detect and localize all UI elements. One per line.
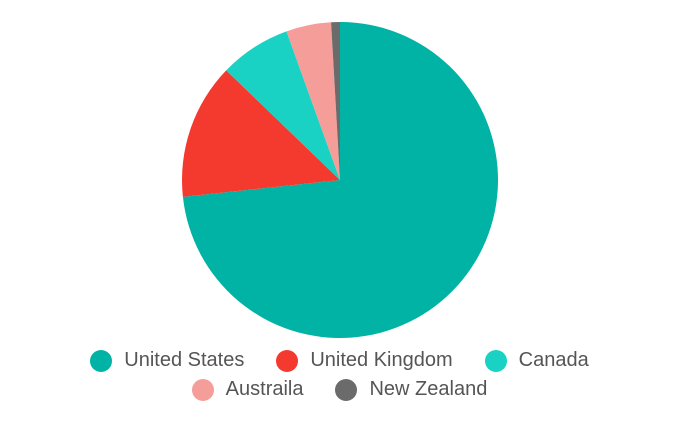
legend-item-united-states[interactable]: United States [90, 349, 244, 372]
pie-slice-united-kingdom[interactable] [181, 70, 340, 197]
legend-item-united-kingdom[interactable]: United Kingdom [276, 349, 453, 372]
pie-slice-canada[interactable] [226, 31, 340, 181]
pie-slice-new-zealand[interactable] [331, 21, 340, 180]
pie-slice-united-states[interactable] [182, 22, 499, 338]
legend-swatch-united-kingdom [276, 349, 299, 372]
legend-label-new-zealand: New Zealand [369, 378, 488, 400]
legend-label-austraila: Austraila [225, 378, 304, 400]
legend-swatch-canada [484, 349, 507, 372]
legend-swatch-austraila [191, 378, 214, 401]
legend-row-2: Austraila New Zealand [0, 378, 679, 401]
legend-item-new-zealand[interactable]: New Zealand [335, 378, 487, 401]
legend-item-canada[interactable]: Canada [484, 349, 589, 372]
pie-chart-svg [181, 21, 499, 338]
pie-chart [181, 21, 499, 338]
legend-row-1: United States United Kingdom Canada [0, 349, 679, 372]
legend-label-united-states: United States [124, 349, 245, 371]
legend-swatch-united-states [90, 349, 113, 372]
legend-label-united-kingdom: United Kingdom [310, 349, 453, 371]
legend-label-canada: Canada [518, 349, 589, 371]
pie-slice-austraila[interactable] [286, 22, 340, 180]
legend-item-austraila[interactable]: Austraila [191, 378, 304, 401]
legend-swatch-new-zealand [335, 378, 358, 401]
